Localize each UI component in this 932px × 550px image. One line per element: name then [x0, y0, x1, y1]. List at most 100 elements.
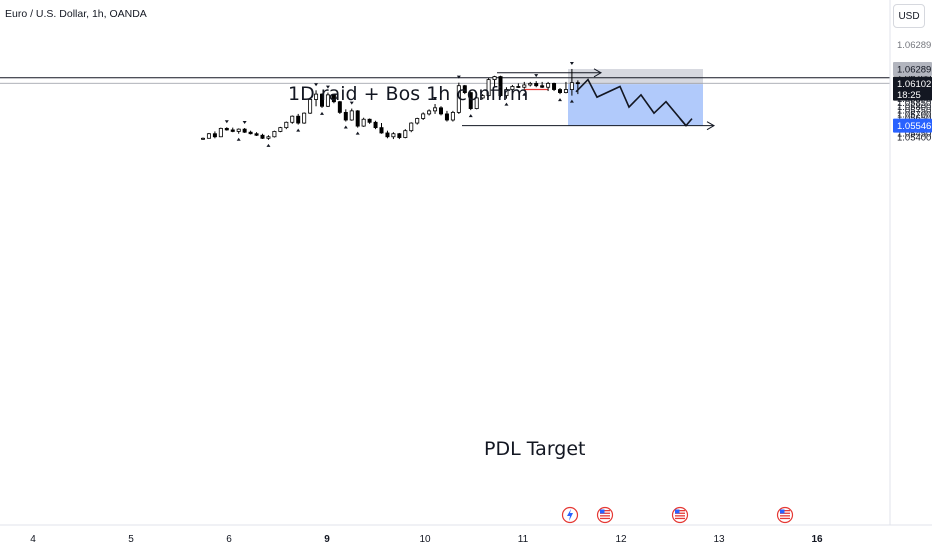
- stop-price-badge-text: 1.06289: [897, 65, 931, 76]
- candle-body: [558, 89, 563, 93]
- target-price-badge: 1.05546: [893, 118, 932, 133]
- candle-body: [260, 134, 265, 139]
- candles: [200, 61, 580, 147]
- candle-body: [236, 128, 241, 132]
- flag-stripe: [780, 517, 790, 520]
- candle-body: [302, 112, 307, 124]
- price-tick-label: 1.05400: [897, 132, 931, 143]
- candle: [504, 87, 509, 106]
- fractal-high-marker: [534, 74, 539, 78]
- candle-body: [314, 93, 319, 100]
- candle-body: [349, 110, 354, 121]
- candle: [433, 97, 438, 114]
- candle-body: [528, 83, 533, 86]
- symbol-title: Euro / U.S. Dollar, 1h, OANDA: [5, 8, 147, 20]
- fractal-high-marker: [433, 97, 438, 101]
- annotation-raid-bos[interactable]: 1D raid + Bos 1h confirm: [288, 83, 529, 105]
- fractal-high-marker: [349, 101, 354, 105]
- candle-body: [462, 85, 467, 93]
- price-tick-label: 1.05850: [897, 98, 931, 109]
- candle: [296, 113, 301, 132]
- fractal-high-marker: [224, 120, 229, 124]
- candle: [456, 75, 461, 114]
- us-flag-event-icon: [776, 506, 794, 524]
- fractal-low-marker: [343, 125, 348, 129]
- candle: [254, 132, 259, 137]
- candle-body: [504, 89, 509, 97]
- candle-body: [427, 110, 432, 115]
- fractal-low-marker: [320, 111, 324, 115]
- raid-arrow-head: [593, 68, 603, 78]
- candle-body: [450, 111, 455, 121]
- candle: [367, 118, 372, 124]
- candle-body: [254, 133, 259, 136]
- target-price-badge-text: 1.05546: [897, 121, 931, 132]
- candle: [528, 81, 533, 87]
- candle-body: [230, 129, 235, 132]
- event-circle: [671, 506, 689, 524]
- candle: [486, 78, 491, 97]
- candle-body: [379, 127, 384, 134]
- candle-body: [206, 133, 211, 139]
- last-price-badge-text: 18:25: [897, 90, 921, 101]
- candle: [385, 130, 390, 139]
- candle-body: [296, 115, 301, 124]
- candle: [468, 91, 473, 118]
- candle-body: [325, 94, 330, 107]
- candle-body: [397, 133, 402, 138]
- fractal-high-marker: [242, 121, 247, 125]
- candle: [575, 80, 580, 95]
- flag-stripe: [600, 512, 610, 514]
- candle: [546, 81, 551, 92]
- candle-body: [308, 99, 313, 114]
- candle: [343, 109, 348, 129]
- candle: [302, 112, 307, 124]
- candle-body: [224, 127, 229, 131]
- fractal-high-marker: [569, 61, 574, 65]
- lightning-event-icon: [561, 506, 579, 524]
- candle: [474, 96, 479, 110]
- candle-body: [409, 122, 414, 132]
- candle: [444, 110, 449, 122]
- candle: [450, 110, 455, 122]
- candle: [212, 131, 217, 139]
- candle: [415, 117, 420, 125]
- candle-body: [456, 85, 461, 113]
- fractal-low-marker: [236, 137, 241, 141]
- candle-body: [540, 85, 545, 88]
- pdl-target-arrow-head: [706, 121, 716, 131]
- time-tick-label: 12: [615, 534, 627, 545]
- candle-body: [486, 79, 491, 97]
- candle: [230, 127, 235, 133]
- flag-stripe: [600, 515, 610, 517]
- stop-price-badge-bg: [893, 62, 932, 77]
- candle: [224, 120, 229, 131]
- candle-body: [575, 82, 580, 85]
- currency-button[interactable]: USD: [893, 4, 925, 28]
- fractal-high-marker: [314, 83, 319, 87]
- candle-body: [290, 115, 295, 123]
- candle-body: [492, 76, 497, 81]
- candle: [462, 84, 467, 95]
- candle: [284, 121, 289, 130]
- horizontal-levels: [0, 68, 890, 131]
- flag-stripe: [780, 510, 790, 512]
- candle: [552, 82, 557, 92]
- annotation-pdl-target[interactable]: PDL Target: [484, 438, 586, 460]
- candle: [391, 132, 396, 140]
- candle-body: [391, 133, 396, 138]
- candle: [522, 81, 527, 96]
- flag-stripe: [780, 512, 790, 514]
- candle-body: [438, 107, 443, 115]
- candle-body: [343, 111, 348, 121]
- candle-body: [331, 94, 336, 103]
- candle-body: [373, 121, 378, 129]
- candle: [480, 94, 485, 100]
- candle-body: [212, 133, 217, 138]
- candle: [206, 132, 211, 139]
- flag-stripe: [600, 517, 610, 520]
- candle: [236, 128, 241, 141]
